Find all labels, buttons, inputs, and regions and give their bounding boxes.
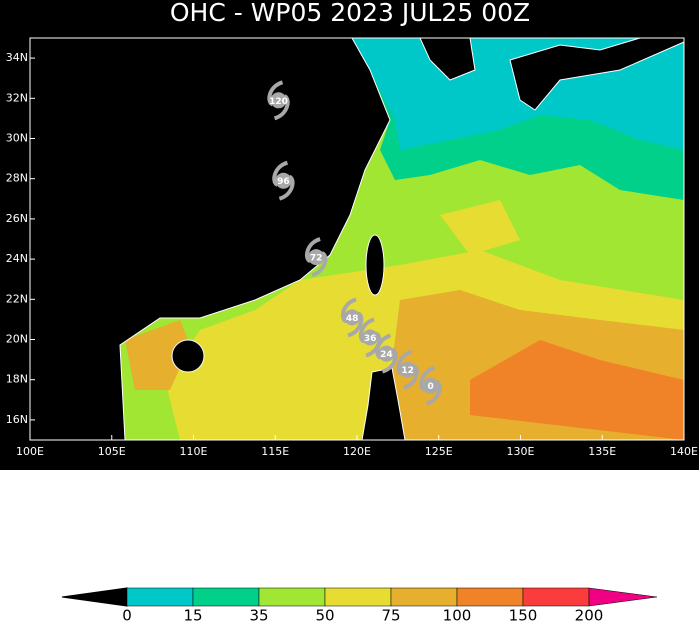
colorbar-label: 200 [575,607,604,623]
x-tick-label: 125E [425,445,453,458]
y-tick-label: 30N [6,132,28,145]
colorbar-bin [390,587,458,607]
land-taiwan [365,234,385,296]
storm-center [270,92,287,109]
y-tick-label: 32N [6,91,28,104]
tau-label: 96 [277,177,290,187]
colorbar-label: 50 [315,607,334,623]
track-point: 72 [304,237,328,278]
ohc-75-100-west [125,320,190,390]
track-point: 48 [340,297,364,338]
colorbar-bin [258,587,326,607]
tau-label: 0 [427,382,433,392]
colorbar-label: 100 [443,607,472,623]
x-tick-label: 135E [588,445,616,458]
colorbar-under [61,587,128,607]
storm-center [344,309,361,326]
y-tick-label: 34N [6,51,28,64]
y-tick-label: 18N [6,373,28,386]
y-tick-label: 22N [6,292,28,305]
x-tick-label: 110E [180,445,208,458]
track-point: 96 [272,160,295,201]
tau-label: 48 [346,314,359,324]
storm-center [378,345,395,362]
y-tick-label: 20N [6,333,28,346]
ocean-field [29,37,685,441]
land-hainan [171,339,205,373]
x-tick-label: 100E [16,445,44,458]
track-point: 0 [419,365,442,406]
colorbar-label: 75 [381,607,400,623]
colorbar-bin [522,587,590,607]
ohc-50-75-north [440,200,520,255]
track-point: 12 [396,349,419,390]
track-point: 24 [375,333,398,374]
y-tick-label: 26N [6,212,28,225]
storm-center [422,377,439,394]
x-tick-label: 130E [507,445,535,458]
storm-center [362,329,379,346]
y-tick-label: 24N [6,252,28,265]
ohc-100-150 [470,340,684,440]
colorbar-label: 15 [183,607,202,623]
tau-label: 120 [269,97,288,107]
x-tick-label: 105E [98,445,126,458]
colorbar-label: 0 [122,607,132,623]
tau-label: 72 [310,254,323,264]
y-tick-label: 28N [6,172,28,185]
colorbar-bin [192,587,260,607]
track-point: 120 [267,80,290,121]
x-tick-label: 140E [670,445,698,458]
track-point: 36 [358,317,382,358]
colorbar-bin [126,587,194,607]
colorbar-label: 150 [509,607,538,623]
x-tick-label: 120E [343,445,371,458]
land-china [29,37,391,441]
storm-center [275,172,292,189]
tau-label: 36 [364,334,377,344]
storm-center [308,249,325,266]
tau-label: 24 [380,350,393,360]
colorbar-bin [456,587,524,607]
colorbar-over [588,587,658,607]
colorbar-bin [324,587,392,607]
storm-center [399,361,416,378]
colorbar-label: 35 [249,607,268,623]
x-tick-label: 115E [261,445,289,458]
y-tick-label: 16N [6,413,28,426]
tau-label: 12 [401,366,414,376]
title: OHC - WP05 2023 JUL25 00Z [170,0,530,27]
